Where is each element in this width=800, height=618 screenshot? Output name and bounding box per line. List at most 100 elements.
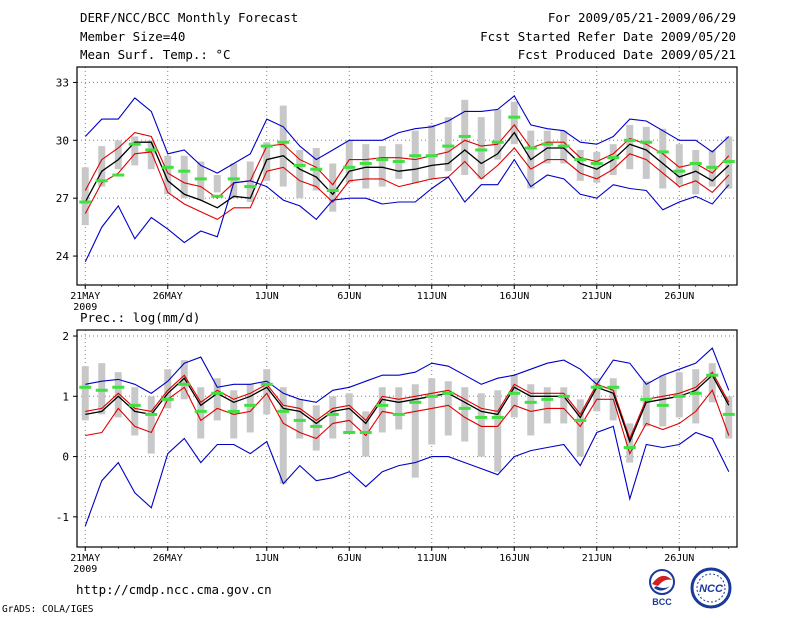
median-mark xyxy=(310,424,323,428)
y-tick-label: 27 xyxy=(56,192,69,205)
ensemble-box xyxy=(345,393,353,433)
median-mark xyxy=(425,394,438,398)
ensemble-box xyxy=(362,411,370,457)
ensemble-box xyxy=(98,363,106,415)
median-mark xyxy=(260,144,273,148)
ensemble-box xyxy=(675,144,683,185)
median-mark xyxy=(425,154,438,158)
series-lower xyxy=(85,386,730,456)
svg-text:NCC: NCC xyxy=(699,583,724,595)
member-size-label: Member Size=40 xyxy=(80,29,186,44)
median-mark xyxy=(640,140,653,144)
median-mark xyxy=(376,158,389,162)
median-mark xyxy=(607,156,620,160)
median-mark xyxy=(95,179,108,183)
x-tick-label: 21JUN xyxy=(582,553,612,564)
median-mark xyxy=(145,148,158,152)
ensemble-box xyxy=(213,175,221,193)
x-tick-label: 6JUN xyxy=(337,291,361,302)
variable-label: Mean Surf. Temp.: °C xyxy=(80,47,231,62)
median-mark xyxy=(161,165,174,169)
median-mark xyxy=(607,385,620,389)
median-mark xyxy=(557,394,570,398)
median-mark xyxy=(310,167,323,171)
ensemble-box xyxy=(81,366,89,421)
ensemble-box xyxy=(494,109,502,160)
median-mark xyxy=(557,144,570,148)
x-tick-label: 1JUN xyxy=(255,553,279,564)
x-tick-label: 16JUN xyxy=(499,291,529,302)
x-year-label: 2009 xyxy=(73,302,97,313)
y-tick-label: 33 xyxy=(56,76,69,89)
median-mark xyxy=(706,165,719,169)
median-mark xyxy=(112,173,125,177)
median-mark xyxy=(409,154,422,158)
median-mark xyxy=(689,161,702,165)
ensemble-box xyxy=(642,126,650,179)
median-mark xyxy=(343,165,356,169)
median-mark xyxy=(392,412,405,416)
ncc-logo: NCC xyxy=(690,567,732,609)
ensemble-box xyxy=(263,369,271,415)
ensemble-box xyxy=(593,378,601,412)
ensemble-box xyxy=(378,146,386,187)
median-mark xyxy=(112,385,125,389)
median-mark xyxy=(211,194,224,198)
median-mark xyxy=(590,161,603,165)
series-max xyxy=(85,347,730,403)
median-mark xyxy=(359,161,372,165)
x-tick-label: 21MAY xyxy=(70,553,100,564)
ensemble-box xyxy=(114,140,122,170)
ensemble-box xyxy=(98,146,106,187)
ensemble-box xyxy=(477,117,485,179)
median-mark xyxy=(79,200,92,204)
median-mark xyxy=(640,397,653,401)
median-mark xyxy=(194,177,207,181)
series-lower xyxy=(84,147,730,221)
grads-credit: GrADS: COLA/IGES xyxy=(2,604,94,615)
y-tick-label: 1 xyxy=(62,390,69,403)
y-tick-label: 2 xyxy=(62,330,69,343)
x-tick-label: 1JUN xyxy=(255,291,279,302)
ensemble-box xyxy=(279,105,287,187)
ensemble-box xyxy=(543,387,551,424)
ensemble-box xyxy=(246,384,254,433)
median-mark xyxy=(442,144,455,148)
median-mark xyxy=(178,382,191,386)
median-mark xyxy=(161,397,174,401)
ensemble-box xyxy=(263,142,271,181)
ensemble-box xyxy=(444,381,452,436)
ensemble-box xyxy=(279,387,287,484)
ensemble-box xyxy=(494,390,502,472)
median-mark xyxy=(458,406,471,410)
ensemble-box xyxy=(725,396,733,439)
x-tick-label: 16JUN xyxy=(499,553,529,564)
x-tick-label: 26JUN xyxy=(664,553,694,564)
median-mark xyxy=(623,446,636,450)
median-mark xyxy=(623,138,636,142)
median-mark xyxy=(475,415,488,419)
median-mark xyxy=(277,140,290,144)
median-mark xyxy=(211,391,224,395)
x-tick-label: 21JUN xyxy=(582,291,612,302)
median-mark xyxy=(244,185,257,189)
ensemble-box xyxy=(675,372,683,418)
produced-date: Fcst Produced Date 2009/05/21 xyxy=(517,47,736,62)
ensemble-box xyxy=(329,163,337,212)
series-upper xyxy=(85,371,730,441)
median-mark xyxy=(541,397,554,401)
ensemble-box xyxy=(510,101,518,145)
median-mark xyxy=(79,385,92,389)
ensemble-box xyxy=(708,363,716,403)
median-mark xyxy=(442,391,455,395)
median-mark xyxy=(590,385,603,389)
forecast-period: For 2009/05/21-2009/06/29 xyxy=(547,10,736,25)
median-mark xyxy=(706,373,719,377)
series-upper xyxy=(84,124,730,199)
x-tick-label: 26JUN xyxy=(664,291,694,302)
median-mark xyxy=(194,409,207,413)
ensemble-box xyxy=(659,128,667,189)
source-url[interactable]: http://cmdp.ncc.cma.gov.cn xyxy=(76,582,272,597)
median-mark xyxy=(458,134,471,138)
